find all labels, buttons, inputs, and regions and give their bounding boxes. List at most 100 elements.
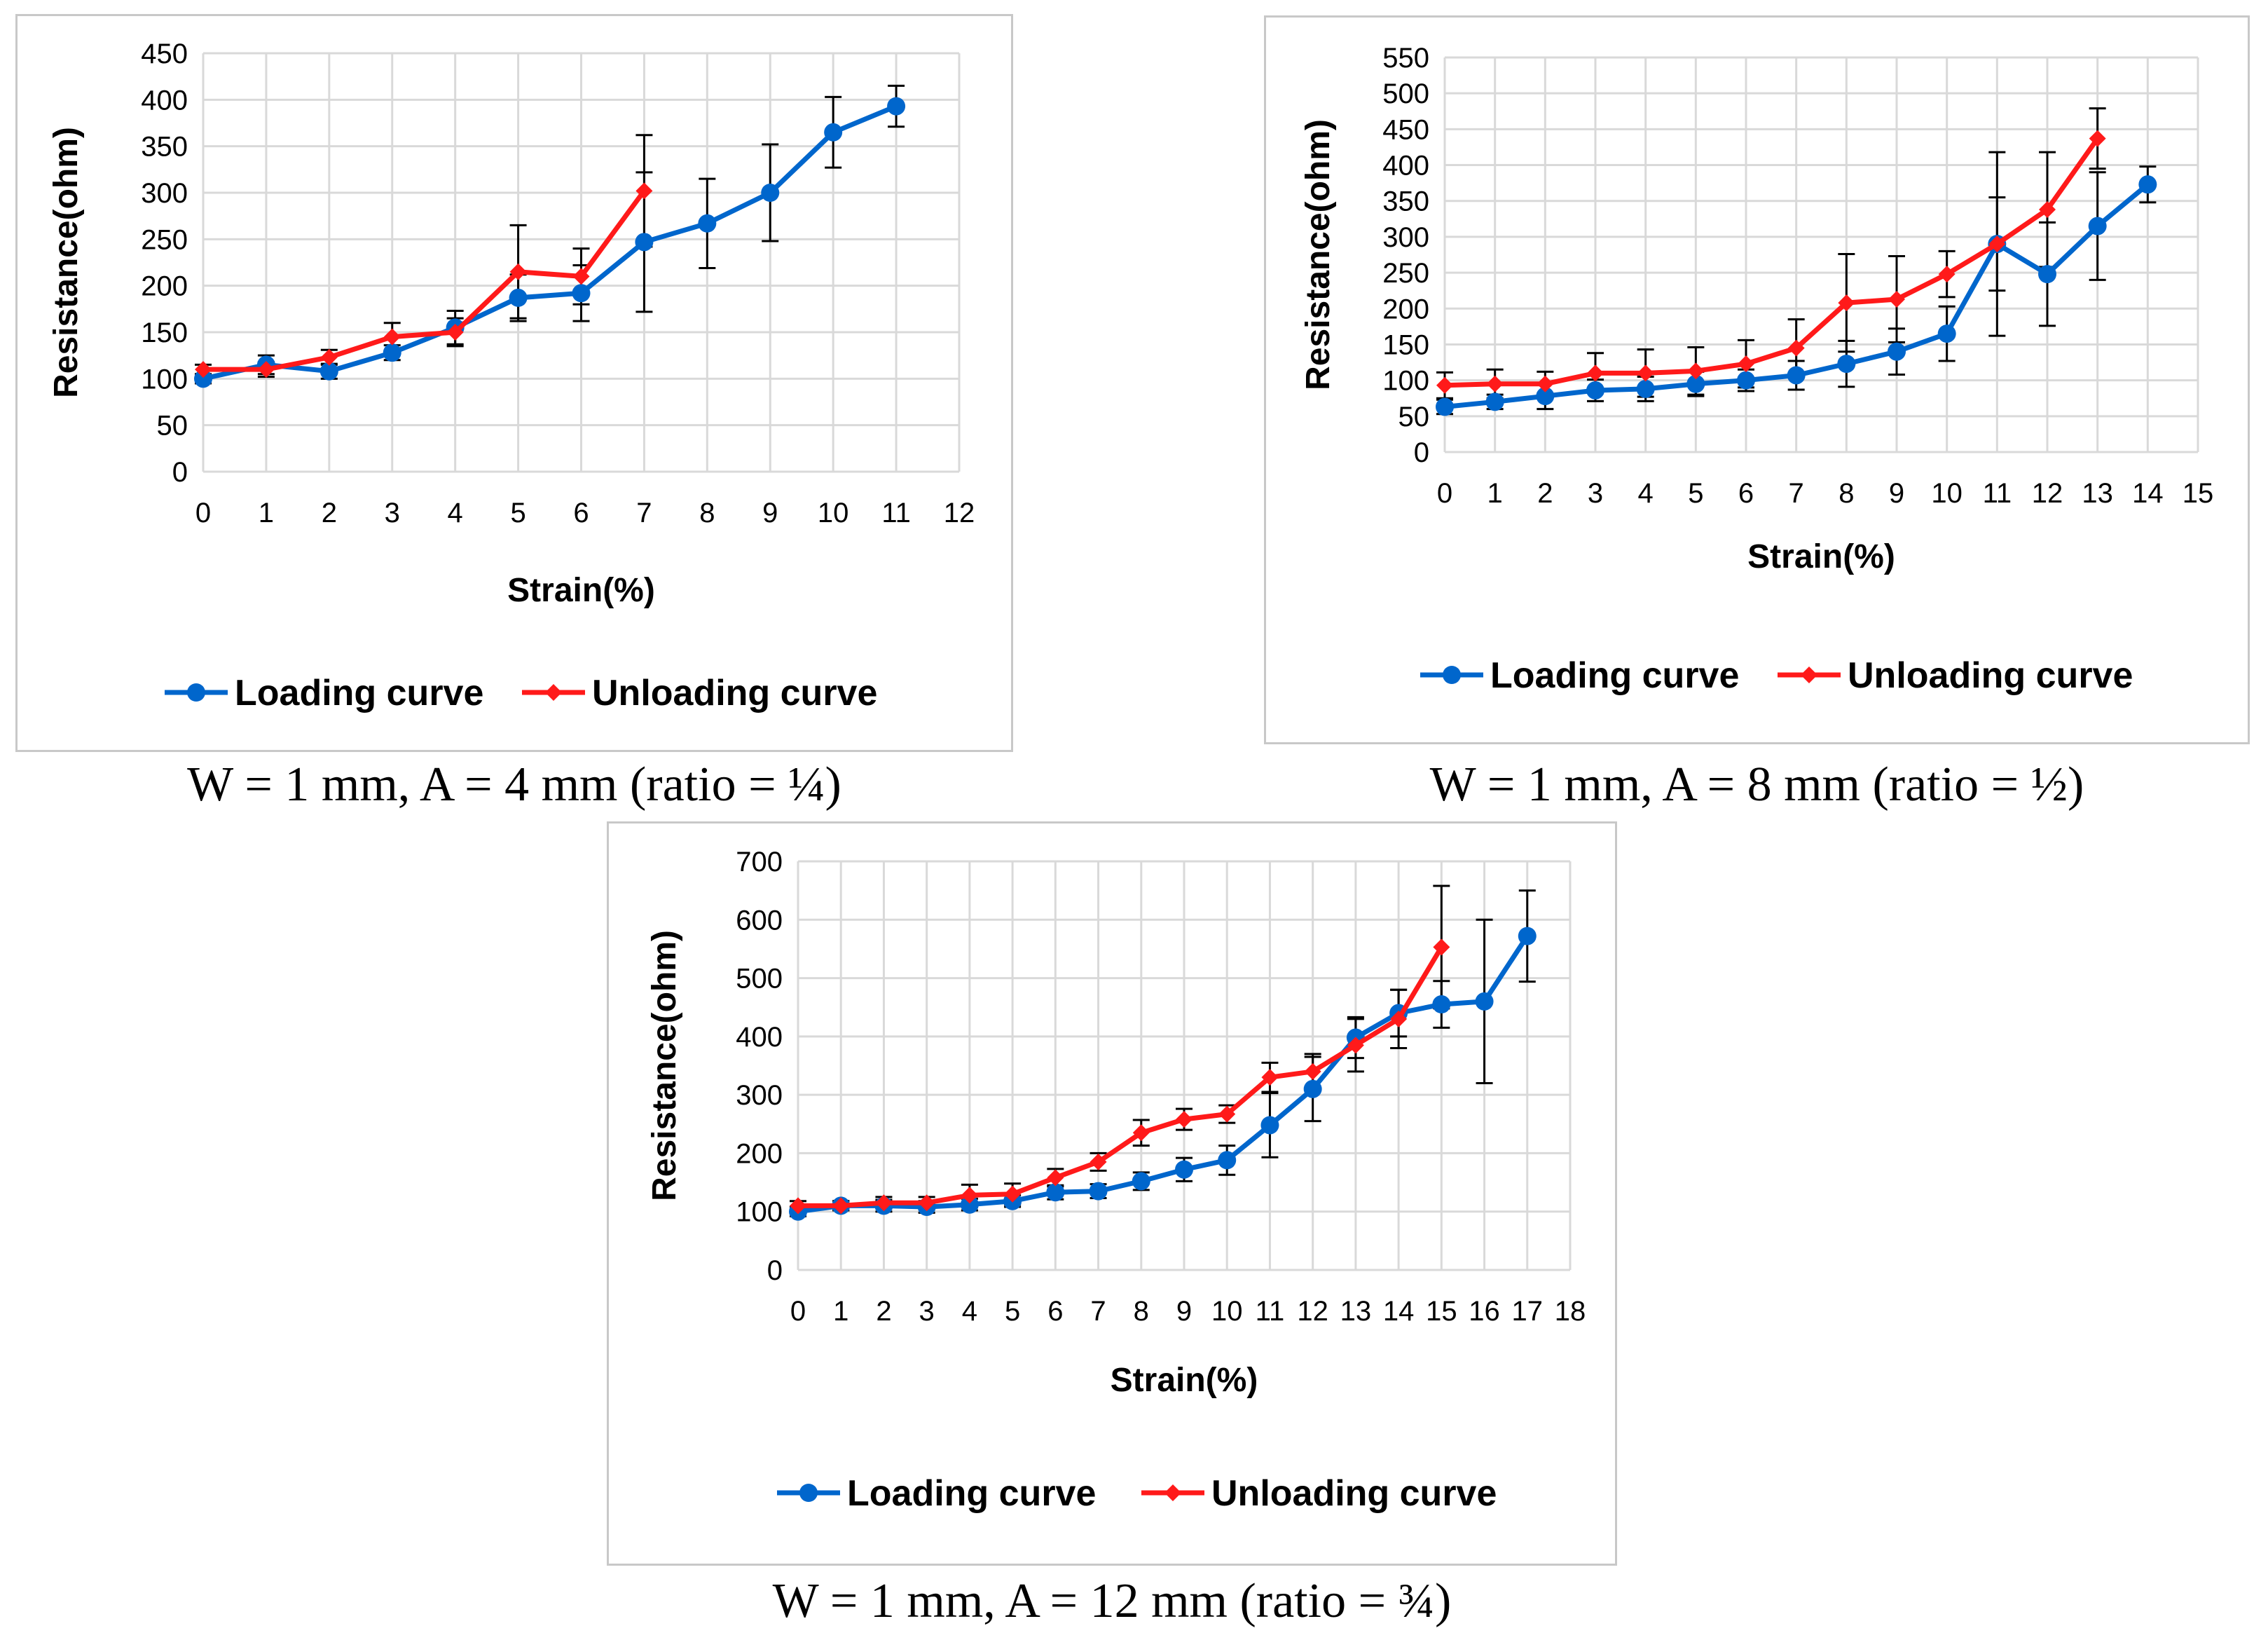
y-tick-label: 50 [157, 411, 188, 442]
y-tick-label: 500 [736, 964, 783, 995]
x-tick-label: 14 [1383, 1296, 1415, 1327]
data-point-unloading [195, 361, 212, 378]
data-point-unloading [1486, 375, 1504, 392]
x-tick-label: 1 [259, 498, 274, 528]
x-axis-title: Strain(%) [1747, 538, 1895, 575]
y-tick-label: 0 [767, 1255, 783, 1286]
y-tick-label: 400 [736, 1022, 783, 1053]
data-point-loading [1485, 392, 1504, 411]
x-tick-label: 8 [1134, 1296, 1149, 1327]
data-point-unloading [1347, 1037, 1364, 1054]
data-point-loading [1260, 1116, 1279, 1135]
data-point-loading [1046, 1183, 1065, 1202]
data-point-unloading [635, 182, 653, 200]
x-tick-label: 11 [1256, 1296, 1285, 1327]
legend-label-unloading: Unloading curve [592, 673, 877, 713]
data-point-unloading [790, 1197, 806, 1215]
data-point-unloading [1261, 1069, 1279, 1086]
x-tick-label: 0 [790, 1296, 806, 1327]
y-tick-label: 200 [736, 1138, 783, 1169]
y-tick-label: 400 [1382, 151, 1429, 182]
x-tick-label: 5 [1005, 1296, 1020, 1327]
legend-label-loading: Loading curve [847, 1473, 1096, 1514]
y-tick-label: 0 [1414, 437, 1429, 468]
data-point-loading [2138, 175, 2157, 194]
data-point-unloading [1738, 355, 1754, 373]
series-line-unloading [203, 189, 647, 372]
chart-panel-3: 0 100 200 300 400 500 600 700 0 1 2 3 4 5 6 7 8 9 10 11 12 13… [607, 821, 1617, 1566]
y-tick-label: 450 [141, 39, 188, 69]
data-point-unloading [509, 263, 527, 280]
y-tick-label: 200 [1382, 294, 1429, 324]
x-tick-label: 4 [448, 498, 463, 528]
data-point-unloading [257, 361, 275, 378]
y-tick-label: 700 [736, 847, 783, 877]
legend-label-unloading: Unloading curve [1211, 1473, 1497, 1514]
data-point-unloading [1218, 1105, 1236, 1123]
x-tick-label: 13 [2082, 478, 2113, 509]
data-point-loading [1436, 397, 1454, 416]
y-tick-label: 350 [1382, 186, 1429, 217]
x-tick-label: 4 [1638, 478, 1654, 509]
y-tick-label: 200 [141, 271, 188, 302]
y-tick-label: 250 [1382, 258, 1429, 289]
data-point-unloading [1587, 364, 1604, 382]
data-point-loading [1888, 342, 1906, 361]
data-point-unloading [961, 1187, 978, 1204]
legend-marker-unloading [545, 684, 562, 701]
x-tick-label: 2 [322, 498, 337, 528]
data-point-unloading [1433, 938, 1450, 956]
data-point-unloading [875, 1194, 893, 1212]
caption-2: W = 1 mm, A = 8 mm (ratio = ½) [1429, 758, 2084, 812]
x-tick-label: 1 [833, 1296, 848, 1327]
x-tick-label: 0 [1437, 478, 1452, 509]
legend-marker-loading [1443, 666, 1461, 684]
y-axis-title: Resistance(ohm) [48, 127, 85, 398]
data-point-unloading [1004, 1185, 1022, 1203]
data-point-unloading [1390, 1010, 1408, 1027]
data-point-loading [383, 343, 401, 362]
data-point-unloading [1888, 290, 1905, 308]
x-tick-label: 7 [1789, 478, 1804, 509]
data-point-loading [1475, 992, 1494, 1011]
legend-marker-unloading [1801, 667, 1817, 683]
y-tick-label: 100 [1382, 366, 1429, 397]
data-point-unloading [1090, 1153, 1107, 1170]
x-tick-label: 7 [1090, 1296, 1106, 1327]
data-point-loading [1089, 1182, 1108, 1201]
data-point-loading [1686, 374, 1705, 393]
x-tick-label: 12 [1297, 1296, 1328, 1327]
data-point-unloading [1687, 362, 1705, 380]
y-tick-label: 50 [1398, 402, 1430, 432]
data-point-unloading [1537, 375, 1554, 392]
y-tick-label: 300 [1382, 222, 1429, 253]
data-point-unloading [446, 324, 464, 341]
x-tick-label: 12 [2032, 478, 2063, 509]
x-tick-label: 15 [1426, 1296, 1457, 1327]
x-tick-label: 18 [1555, 1296, 1586, 1327]
x-tick-label: 6 [1738, 478, 1754, 509]
x-tick-label: 9 [762, 498, 778, 528]
data-point-unloading [2039, 201, 2056, 219]
x-tick-label: 12 [944, 498, 975, 528]
legend-marker-loading [799, 1484, 818, 1502]
data-point-loading [1837, 355, 1856, 374]
data-point-unloading [383, 328, 401, 346]
x-tick-label: 10 [818, 498, 849, 528]
x-tick-label: 10 [1211, 1296, 1243, 1327]
data-point-loading [1132, 1172, 1150, 1191]
data-point-loading [1536, 387, 1555, 406]
x-tick-label: 3 [385, 498, 400, 528]
y-tick-label: 350 [141, 132, 188, 163]
series-line-unloading [798, 945, 1444, 1208]
x-tick-label: 5 [510, 498, 525, 528]
y-tick-label: 500 [1382, 78, 1429, 109]
data-point-loading [1303, 1079, 1322, 1098]
x-tick-label: 2 [1537, 478, 1553, 509]
x-tick-label: 10 [1931, 478, 1963, 509]
data-point-loading [1432, 995, 1451, 1014]
data-point-unloading [1938, 266, 1956, 283]
